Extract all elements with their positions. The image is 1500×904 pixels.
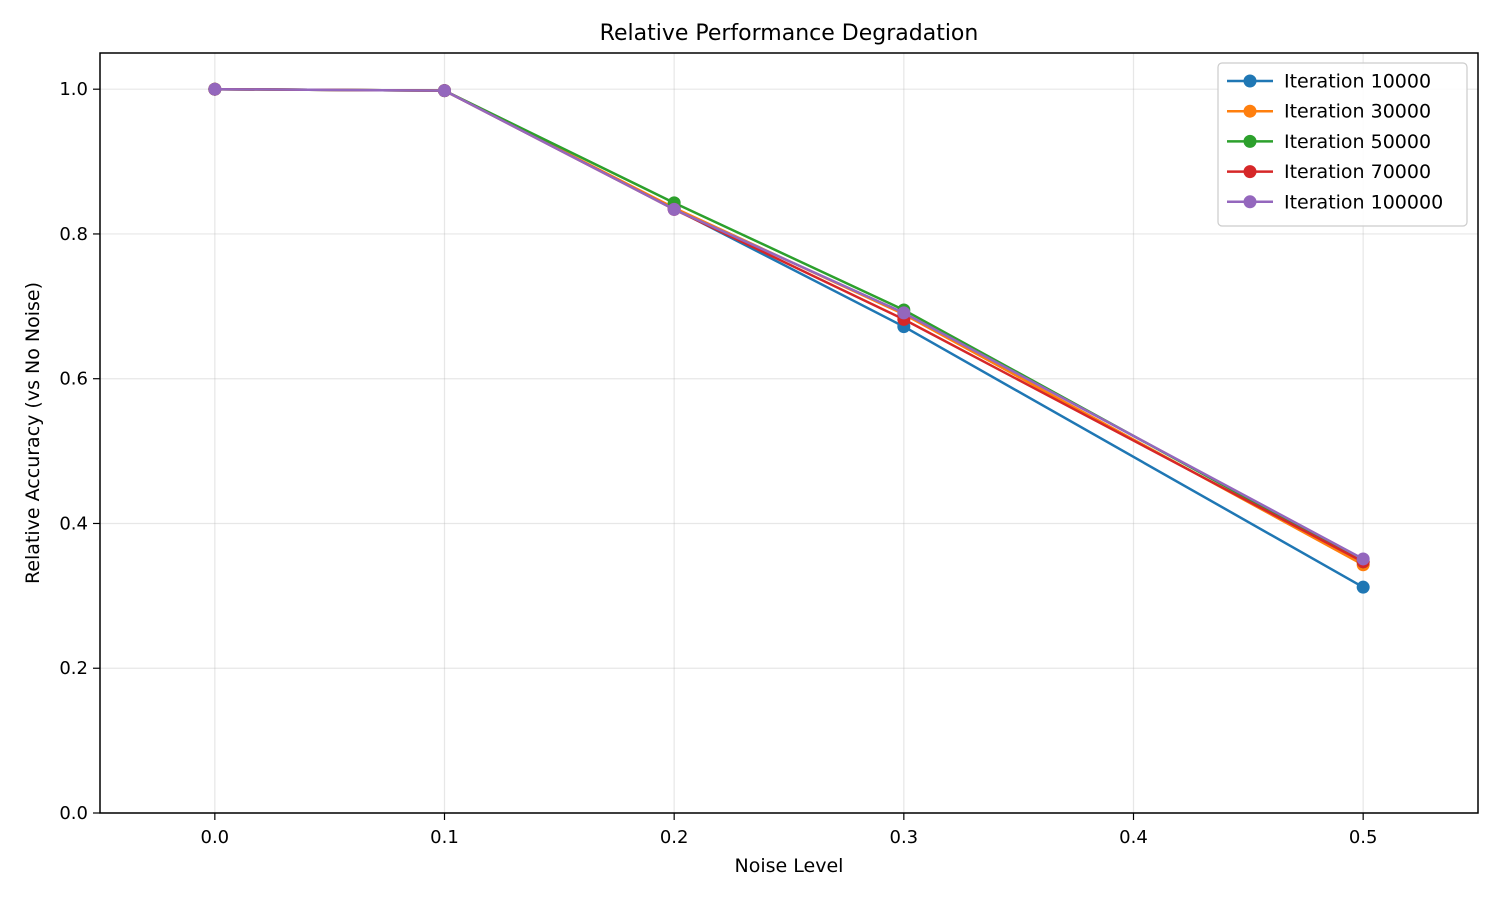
x-tick-label: 0.5 (1349, 827, 1378, 848)
series-5 (208, 82, 1370, 566)
legend-label: Iteration 10000 (1284, 71, 1431, 93)
x-axis-label: Noise Level (735, 855, 844, 877)
legend-swatch-marker (1243, 134, 1257, 148)
data-point (1356, 580, 1370, 594)
legend-label: Iteration 50000 (1284, 131, 1431, 153)
legend-label: Iteration 70000 (1284, 161, 1431, 183)
data-point (208, 82, 222, 96)
data-point (897, 306, 911, 320)
x-tick-label: 0.2 (660, 827, 689, 848)
y-tick-label: 0.4 (59, 513, 88, 534)
data-point (1356, 552, 1370, 566)
y-axis: 0.0 0.2 0.4 0.6 0.8 1.0 (59, 79, 100, 824)
x-tick-label: 0.4 (1119, 827, 1148, 848)
legend-swatch-marker (1243, 165, 1257, 179)
chart-title: Relative Performance Degradation (600, 21, 979, 46)
x-axis: 0.0 0.1 0.2 0.3 0.4 0.5 (201, 813, 1378, 848)
data-point (667, 202, 681, 216)
legend-item: Iteration 30000 (1227, 101, 1431, 123)
legend: Iteration 10000 Iteration 30000 Iteration … (1217, 62, 1468, 227)
legend-item: Iteration 50000 (1227, 131, 1431, 153)
legend-item: Iteration 10000 (1227, 71, 1431, 93)
legend-label: Iteration 100000 (1284, 191, 1443, 213)
data-point (438, 84, 451, 98)
legend-item: Iteration 70000 (1227, 161, 1431, 183)
y-tick-label: 0.6 (59, 369, 88, 390)
y-tick-label: 0.0 (59, 803, 88, 824)
legend-item: Iteration 100000 (1227, 191, 1443, 213)
series-lines (208, 82, 1370, 594)
y-tick-label: 0.8 (59, 224, 88, 245)
y-axis-label: Relative Accuracy (vs No Noise) (22, 282, 44, 584)
legend-swatch-marker (1243, 195, 1257, 209)
legend-label: Iteration 30000 (1284, 101, 1431, 123)
legend-swatch-marker (1243, 104, 1257, 118)
y-tick-label: 1.0 (59, 79, 88, 100)
x-tick-label: 0.0 (201, 827, 230, 848)
x-tick-label: 0.3 (890, 827, 919, 848)
y-tick-label: 0.2 (59, 658, 88, 679)
legend-swatch-marker (1243, 74, 1257, 88)
x-tick-label: 0.1 (430, 827, 459, 848)
plot-frame (99, 52, 1479, 814)
legend-box (1217, 62, 1468, 227)
